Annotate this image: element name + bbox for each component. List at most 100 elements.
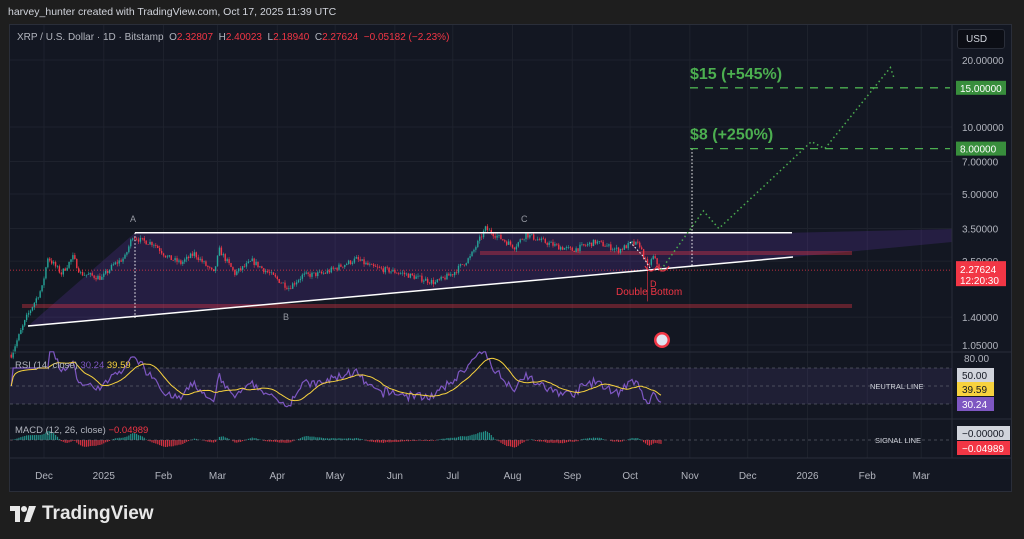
candle [266,271,269,273]
macd-histogram-bar [589,437,591,440]
macd-histogram-bar [535,440,537,441]
support-trendline[interactable] [27,256,794,327]
candle [347,260,350,264]
macd-histogram-bar [563,440,566,443]
candle [421,275,423,282]
macd-histogram-bar [301,437,303,440]
macd-histogram-bar [74,440,76,442]
candle [351,262,354,264]
macd-histogram-bar [78,440,80,445]
macd-histogram-bar [461,436,463,440]
macd-histogram-bar [486,431,489,440]
macd-histogram-bar [112,438,115,440]
candle [106,271,109,273]
candle [453,272,456,276]
candle [51,260,53,264]
macd-histogram-bar [157,440,159,445]
close-label: C [314,32,323,43]
candle [104,271,107,274]
macd-histogram-bar [610,440,612,442]
time-axis-label: Mar [209,471,227,482]
macd-histogram-bar [513,440,516,448]
macd-histogram-bar [176,440,178,446]
candle [265,271,267,273]
macd-histogram-bar [209,440,211,443]
macd-histogram-bar [423,440,425,441]
macd-histogram-bar [72,440,74,441]
macd-histogram-bar [552,440,554,443]
macd-label: MACD (12, 26, close) [15,425,106,436]
candle [627,242,629,249]
candle [413,275,415,279]
candle [642,249,645,259]
macd-histogram-bar [322,438,325,440]
candle [95,277,97,280]
candle [432,280,435,285]
currency-button[interactable]: USD [957,29,1005,49]
macd-histogram-bar [58,439,61,440]
macd-histogram-bar [492,437,494,440]
macd-histogram-bar [600,438,602,440]
candle [471,251,473,257]
macd-histogram-bar [105,440,107,443]
credit-text: harvey_hunter created with TradingView.c… [8,6,337,18]
candle [376,266,379,268]
candle [565,247,568,249]
macd-histogram-bar [421,440,423,441]
macd-histogram-bar [43,433,45,440]
candle [191,253,194,256]
candle [116,262,118,264]
macd-histogram-bar [348,438,350,440]
macd-histogram-bar [344,438,346,440]
close-value: 2.27624 [322,32,359,43]
candle [193,252,196,256]
macd-histogram-bar [521,440,523,444]
macd-histogram-bar [249,438,251,440]
candle [419,275,421,277]
candle [544,239,546,243]
candle [440,276,442,280]
macd-histogram-bar [560,440,562,444]
macd-histogram-bar [446,438,448,440]
tradingview-logo[interactable]: TradingView [10,503,154,525]
macd-histogram-bar [494,439,496,440]
candle [417,275,419,277]
label-b: B [283,312,289,322]
macd-histogram-bar [211,440,213,443]
macd-histogram-bar [164,440,167,447]
macd-histogram-bar [265,440,267,442]
candle [396,272,398,274]
macd-histogram-bar [41,434,43,440]
macd-histogram-bar [62,440,64,442]
candle [336,267,338,270]
candle [513,247,516,250]
candle [45,267,47,279]
candle [282,282,284,284]
macd-histogram-bar [378,440,381,443]
label-c: C [521,214,528,224]
macd-histogram-bar [47,430,49,440]
candle [203,261,205,262]
candle [110,264,113,270]
candle [118,260,120,264]
macd-histogram-bar [612,440,614,442]
brand-name: TradingView [42,503,154,524]
candle [533,234,535,240]
candle [617,247,620,253]
macd-histogram-bar [506,440,508,447]
macd-histogram-bar [91,440,93,446]
chart-frame[interactable] [9,24,1012,492]
candle [286,287,288,289]
candle [178,260,180,262]
candle [330,267,332,273]
macd-histogram-bar [415,440,417,441]
symbol-name: XRP / U.S. Dollar · 1D · Bitstamp [17,32,164,43]
candle [386,267,388,268]
macd-histogram-bar [132,433,134,440]
candle [27,313,30,315]
candle [392,269,394,272]
macd-histogram-bar [14,439,16,440]
macd-histogram-bar [386,440,388,443]
rsi-label: RSI (14, close) [15,360,78,371]
